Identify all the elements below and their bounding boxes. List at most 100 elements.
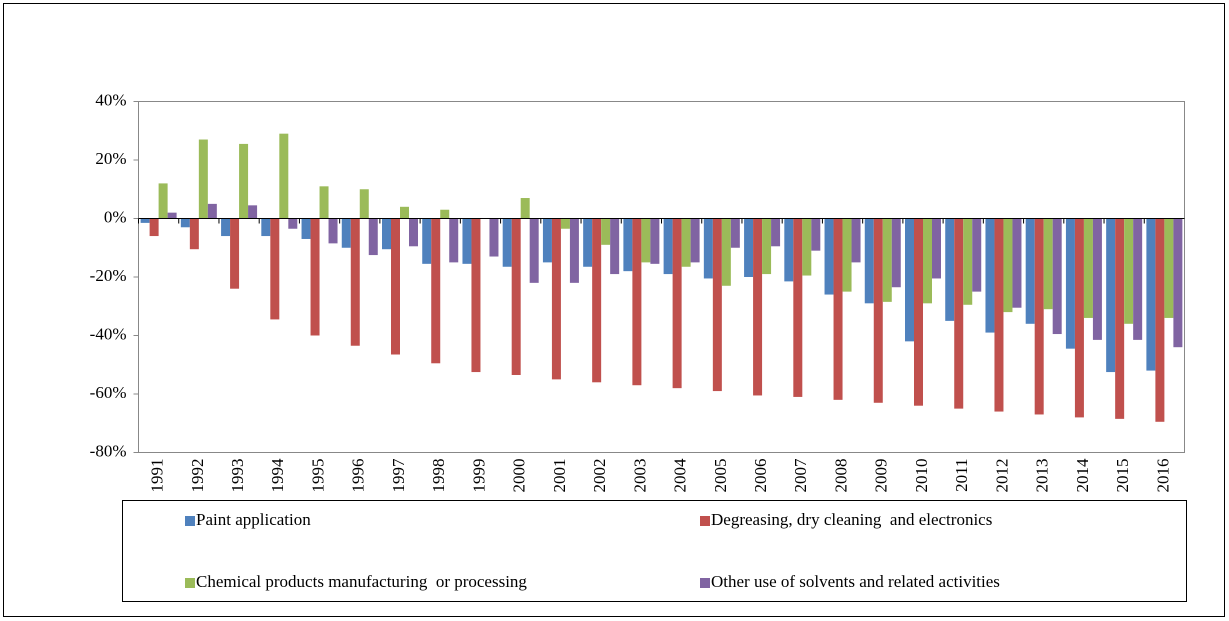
- bar: [1106, 218, 1116, 373]
- bar: [391, 218, 400, 355]
- x-tick-label: 1993: [228, 459, 247, 493]
- bar: [167, 212, 177, 219]
- bar: [610, 218, 620, 275]
- bar: [341, 218, 351, 248]
- bar: [762, 218, 772, 275]
- bar: [1025, 218, 1035, 324]
- bar: [1092, 218, 1102, 340]
- bar: [672, 218, 682, 389]
- bar: [1164, 218, 1174, 318]
- bar: [994, 218, 1004, 412]
- bar: [882, 218, 892, 302]
- legend-label: Degreasing, dry cleaning and electronics: [711, 510, 992, 529]
- bar: [359, 189, 369, 219]
- bar: [811, 218, 821, 251]
- bar: [328, 218, 338, 244]
- bar: [972, 218, 982, 292]
- x-tick-label: 1998: [429, 459, 448, 493]
- bar: [239, 143, 249, 219]
- bar: [1034, 218, 1044, 415]
- legend-swatch: [185, 578, 195, 588]
- bar: [905, 218, 914, 342]
- legend-box: [122, 500, 1187, 602]
- legend-swatch: [700, 516, 710, 526]
- bar: [382, 218, 391, 250]
- bar: [864, 218, 874, 304]
- bar: [310, 218, 320, 336]
- bar: [730, 218, 740, 248]
- bar: [632, 218, 642, 386]
- x-tick-label: 2015: [1113, 459, 1132, 493]
- legend-swatch: [700, 578, 710, 588]
- bar: [319, 186, 329, 219]
- bar: [945, 218, 955, 321]
- x-tick-label: 2011: [952, 459, 971, 492]
- bar: [784, 218, 794, 282]
- y-tick-label: 0%: [104, 207, 127, 226]
- bar: [529, 218, 539, 283]
- legend-label: Other use of solvents and related activi…: [711, 572, 1000, 591]
- x-tick-label: 1995: [308, 459, 327, 493]
- legend-swatch: [185, 516, 195, 526]
- bar: [753, 218, 763, 396]
- bar: [954, 218, 964, 409]
- y-tick-label: -80%: [90, 441, 127, 460]
- x-tick-label: 1992: [188, 459, 207, 493]
- bar: [400, 206, 409, 219]
- bar: [1146, 218, 1156, 371]
- bar: [744, 218, 754, 277]
- bar: [963, 218, 973, 305]
- bar: [140, 218, 150, 223]
- bar: [650, 218, 660, 264]
- bar: [833, 218, 843, 400]
- bar: [489, 218, 499, 257]
- x-tick-label: 1994: [268, 458, 287, 493]
- bar: [350, 218, 360, 346]
- x-tick-label: 2007: [791, 458, 810, 493]
- bar: [511, 218, 521, 375]
- bar: [1012, 218, 1022, 308]
- bar: [1115, 218, 1125, 419]
- x-tick-label: 1997: [389, 458, 408, 493]
- bar: [663, 218, 673, 275]
- bar: [1003, 218, 1013, 313]
- bar: [409, 218, 418, 247]
- bar: [1065, 218, 1075, 349]
- y-tick-label: -60%: [90, 383, 127, 402]
- bar: [793, 218, 803, 397]
- bar: [851, 218, 861, 263]
- bar: [158, 183, 168, 219]
- bar: [1173, 218, 1183, 348]
- bar: [923, 218, 932, 304]
- bar: [180, 218, 190, 228]
- bar: [368, 218, 378, 256]
- x-tick-label: 2014: [1073, 458, 1092, 493]
- bar: [149, 218, 159, 237]
- legend-label: Paint application: [196, 510, 311, 529]
- x-tick-label: 2003: [630, 459, 649, 493]
- y-tick-label: -40%: [90, 324, 127, 343]
- x-tick-label: 2004: [671, 458, 690, 493]
- bar: [422, 218, 432, 264]
- bar: [248, 205, 258, 219]
- x-tick-label: 2016: [1153, 459, 1172, 493]
- bar: [542, 218, 552, 263]
- bar: [712, 218, 722, 392]
- x-tick-label: 1999: [469, 459, 488, 493]
- bar: [842, 218, 852, 292]
- bar: [891, 218, 901, 288]
- bar: [569, 218, 579, 283]
- bar: [189, 218, 199, 250]
- bar: [802, 218, 812, 276]
- bar: [221, 218, 231, 237]
- x-tick-label: 2008: [831, 459, 850, 493]
- bar: [431, 218, 441, 364]
- x-tick-label: 2012: [992, 459, 1011, 493]
- bar: [279, 133, 289, 219]
- bar: [462, 218, 472, 264]
- x-tick-label: 2006: [751, 459, 770, 493]
- bar: [641, 218, 651, 263]
- bar: [471, 218, 481, 373]
- bar: [1083, 218, 1093, 318]
